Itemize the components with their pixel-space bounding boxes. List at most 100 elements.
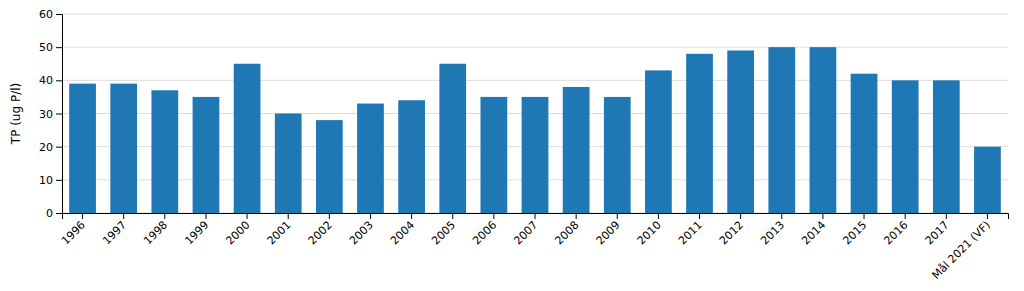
bar [810, 47, 837, 213]
bar [851, 74, 878, 213]
y-axis-title: TP (ug P/l) [9, 83, 23, 145]
bar [727, 50, 754, 213]
tick-mark [493, 213, 494, 219]
bar [316, 120, 343, 213]
bar [933, 80, 960, 213]
grid-line [62, 14, 1008, 15]
tick: 2003 [347, 213, 376, 248]
tick-mark [123, 213, 124, 219]
bar [275, 114, 302, 214]
tick: 2006 [470, 213, 499, 248]
tick-label: 2012 [717, 219, 746, 248]
tick-label: 1996 [59, 219, 88, 248]
axis-line [56, 15, 63, 214]
tick: 2002 [306, 213, 335, 248]
tick-label: 2004 [388, 219, 417, 248]
tick: 2009 [594, 213, 623, 248]
tick-mark [987, 213, 988, 219]
tick-mark [205, 213, 206, 219]
bar [193, 97, 220, 213]
tick: 2008 [553, 213, 582, 248]
tick-label: 2015 [840, 219, 869, 248]
tick: 60 [39, 8, 62, 21]
tick-label: 1998 [141, 219, 170, 248]
tick-mark [56, 47, 62, 48]
bar [357, 104, 384, 213]
tick-label: 2011 [676, 219, 705, 248]
tick: 50 [39, 41, 62, 54]
axis-line [63, 214, 1009, 220]
bar [69, 84, 96, 213]
tick-mark [370, 213, 371, 219]
tick-label: 0 [46, 207, 53, 220]
tick: 2016 [882, 213, 911, 248]
tick: 2001 [265, 213, 294, 248]
bar [439, 64, 466, 213]
tick: 1999 [182, 213, 211, 248]
tick: 2010 [635, 213, 664, 248]
tick-mark [56, 80, 62, 81]
tick-mark [56, 114, 62, 115]
bar [892, 80, 919, 213]
tick-label: 2007 [511, 219, 540, 248]
tick: 0 [46, 207, 62, 220]
tick: 1998 [141, 213, 170, 248]
grid [62, 14, 1008, 213]
tick: 2017 [923, 213, 952, 248]
bar [604, 97, 631, 213]
chart: 0 10 20 30 40 50 60 1996 1997 1998 1999 2000 2001 200… [0, 0, 1024, 291]
bar [522, 97, 549, 213]
tick-mark [535, 213, 536, 219]
tick-label: 2013 [758, 219, 787, 248]
tick-label: 2005 [429, 219, 458, 248]
tick: 2007 [511, 213, 540, 248]
tick: 2004 [388, 213, 417, 248]
bars [69, 47, 1001, 213]
tick-mark [56, 147, 62, 148]
tick: 30 [39, 108, 62, 121]
tick-mark [864, 213, 865, 219]
tick-mark [329, 213, 330, 219]
tick-mark [411, 213, 412, 219]
tick: 1997 [100, 213, 129, 248]
tick-mark [822, 213, 823, 219]
bar [645, 70, 672, 213]
tick-mark [658, 213, 659, 219]
tick-label: 2001 [265, 219, 294, 248]
tick: 10 [39, 174, 62, 187]
bar [686, 54, 713, 213]
tick: Mål 2021 (VF) [929, 213, 992, 282]
tick-label: 2009 [594, 219, 623, 248]
tick-mark [905, 213, 906, 219]
tick: 20 [39, 141, 62, 154]
tick-mark [56, 213, 62, 214]
tick-label: 2002 [306, 219, 335, 248]
tick-mark [82, 213, 83, 219]
tick: 2005 [429, 213, 458, 248]
plot-area: 0 10 20 30 40 50 60 1996 1997 1998 1999 2000 2001 200… [39, 8, 1009, 282]
grid-line [62, 47, 1008, 48]
tick-label: 1997 [100, 219, 129, 248]
tick-mark [699, 213, 700, 219]
tick-mark [946, 213, 947, 219]
bar [234, 64, 261, 213]
tick: 1996 [59, 213, 88, 248]
tick-label: 30 [39, 108, 53, 121]
tick-label: 10 [39, 174, 53, 187]
tick-mark [740, 213, 741, 219]
y-axis: 0 10 20 30 40 50 60 [39, 8, 63, 220]
tick: 2014 [799, 213, 828, 248]
tick-label: 40 [39, 74, 53, 87]
tick-label: 2000 [223, 219, 252, 248]
tick-label: Mål 2021 (VF) [929, 219, 992, 282]
tick-label: 2003 [347, 219, 376, 248]
tick-label: 2016 [882, 219, 911, 248]
tick-mark [576, 213, 577, 219]
tick-mark [781, 213, 782, 219]
tick-label: 60 [39, 8, 53, 21]
tick-mark [247, 213, 248, 219]
bar [974, 147, 1001, 213]
tick-mark [56, 14, 62, 15]
bar [398, 100, 425, 213]
tick-label: 1999 [182, 219, 211, 248]
